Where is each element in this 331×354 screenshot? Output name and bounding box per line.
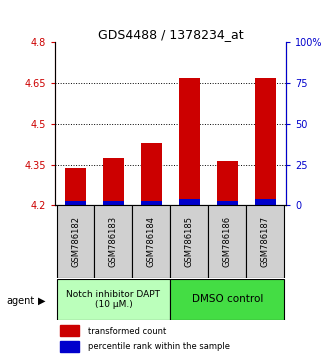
Bar [255, 78, 276, 205]
FancyBboxPatch shape [132, 205, 170, 278]
Bar [179, 78, 200, 205]
Text: agent: agent [7, 296, 35, 306]
Text: GSM786187: GSM786187 [261, 216, 270, 267]
Bar [65, 201, 86, 205]
Text: transformed count: transformed count [88, 326, 166, 336]
FancyBboxPatch shape [94, 205, 132, 278]
Bar [141, 143, 162, 205]
Text: GSM786183: GSM786183 [109, 216, 118, 267]
Text: GSM786184: GSM786184 [147, 216, 156, 267]
Text: ▶: ▶ [38, 296, 46, 306]
FancyBboxPatch shape [247, 205, 284, 278]
Text: GSM786185: GSM786185 [185, 216, 194, 267]
FancyBboxPatch shape [170, 279, 284, 320]
Bar [65, 168, 86, 205]
FancyBboxPatch shape [170, 205, 209, 278]
FancyBboxPatch shape [209, 205, 247, 278]
Bar [217, 201, 238, 205]
Bar [141, 201, 162, 205]
Text: Notch inhibitor DAPT
(10 μM.): Notch inhibitor DAPT (10 μM.) [67, 290, 161, 309]
Bar [60, 325, 79, 336]
Text: percentile rank within the sample: percentile rank within the sample [88, 342, 230, 352]
Text: GSM786182: GSM786182 [71, 216, 80, 267]
Bar [179, 199, 200, 205]
Bar [255, 199, 276, 205]
Bar [60, 341, 79, 353]
Bar [217, 161, 238, 205]
Text: GSM786186: GSM786186 [223, 216, 232, 267]
Title: GDS4488 / 1378234_at: GDS4488 / 1378234_at [98, 28, 243, 41]
Bar [103, 201, 124, 205]
FancyBboxPatch shape [57, 279, 170, 320]
Bar [103, 158, 124, 205]
Text: DMSO control: DMSO control [192, 295, 263, 304]
FancyBboxPatch shape [57, 205, 94, 278]
